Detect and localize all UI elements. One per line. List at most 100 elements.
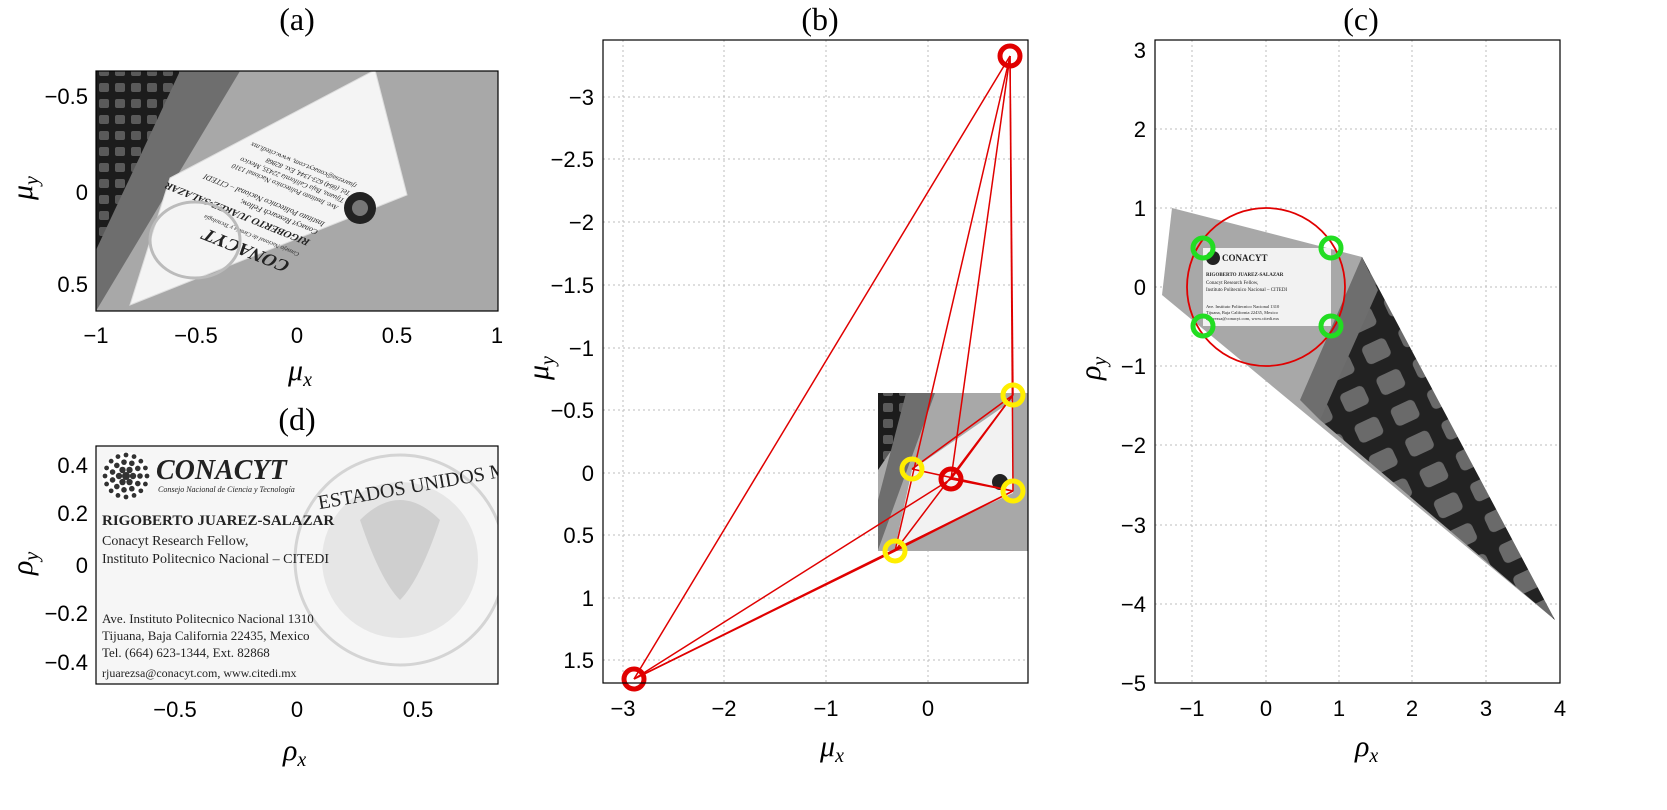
panel-a-ylabel: μy <box>6 176 43 201</box>
panel-a-xtick: −1 <box>83 323 108 348</box>
panel-c-green-marker <box>1318 235 1344 261</box>
logo-dot <box>138 488 144 494</box>
panel-c-green-marker <box>1190 235 1216 261</box>
panel-b-red-markers <box>621 43 1023 692</box>
panel-b-yellow-marker <box>882 538 908 564</box>
panel-a-image: CONACYT Consejo Nacional de Ciencia y Te… <box>96 71 498 311</box>
panel-b-line <box>950 55 1011 480</box>
panel-c-green-marker <box>1318 313 1344 339</box>
panel-d-ytick: −0.2 <box>45 601 88 626</box>
panel-b-yellow-marker <box>1000 382 1026 408</box>
panel-c-ylabel: ρy <box>1074 357 1111 381</box>
logo-dot <box>131 493 137 498</box>
logo-dot <box>121 459 127 465</box>
panel-b-ytick: −0.5 <box>551 398 594 423</box>
panel-c-ytick: 2 <box>1134 117 1146 142</box>
panel-d-xtick: 0.5 <box>403 697 434 722</box>
panel-c-xtick: 3 <box>1480 696 1492 721</box>
panel-b-line <box>894 490 1014 552</box>
panel-d-card-web: rjuarezsa@conacyt.com, www.citedi.mx <box>102 666 297 680</box>
panel-d-ytick: 0.2 <box>57 501 88 526</box>
panel-a-xtick: 0.5 <box>382 323 413 348</box>
logo-dot <box>102 473 108 479</box>
panel-d-ylabel: ρy <box>6 552 43 576</box>
logo-dot <box>119 466 126 474</box>
panel-b-red-marker <box>997 43 1023 69</box>
panel-a-ytick: −0.5 <box>45 84 88 109</box>
panel-d-card-org: CONACYT <box>156 455 289 486</box>
panel-c-xtick: 4 <box>1554 696 1566 721</box>
logo-dot <box>134 480 141 487</box>
logo-dot <box>123 452 129 458</box>
logo-dot <box>137 473 143 479</box>
panel-b-ytick: 1 <box>582 586 594 611</box>
logo-dot <box>126 466 133 474</box>
logo-dot <box>143 465 148 471</box>
panel-c-xlabel: ρx <box>1354 730 1378 767</box>
logo-dot <box>123 494 129 500</box>
panel-c-card-org: CONACYT <box>1222 253 1268 263</box>
panel-c-axes: −1 0 1 2 3 4 3 2 1 0 −1 −2 −3 −4 −5 <box>1121 38 1566 721</box>
panel-d-card-name: RIGOBERTO JUAREZ-SALAZAR <box>102 513 334 529</box>
panel-c: (c) CONACYT RIGOBERTO JUAREZ-SALAZAR Con… <box>1074 1 1566 767</box>
panel-c-image: CONACYT RIGOBERTO JUAREZ-SALAZAR Conacyt… <box>1162 208 1555 620</box>
panel-a-ytick: 0 <box>76 180 88 205</box>
panel-c-card-line1: Conacyt Research Fellow, <box>1206 281 1258 286</box>
logo-dot <box>104 481 109 487</box>
panel-d-xtick: 0 <box>291 697 303 722</box>
panel-b-ytick: −2 <box>569 210 594 235</box>
panel-b-xtick: −1 <box>813 696 838 721</box>
panel-c-xtick: 0 <box>1260 696 1272 721</box>
panel-b-lines <box>633 55 1014 680</box>
panel-b-yellow-marker <box>1000 478 1026 504</box>
panel-b-line <box>633 478 952 680</box>
panel-b: (b) <box>522 1 1029 767</box>
panel-d-card-line1: Conacyt Research Fellow, <box>102 534 248 549</box>
panel-d-seal-icon <box>293 453 498 667</box>
panel-d-card-line2: Instituto Politecnico Nacional – CITEDI <box>102 552 329 567</box>
panel-c-ytick: 0 <box>1134 275 1146 300</box>
panel-c-card-web: rjuarezsa@conacyt.com, www.citedi.mx <box>1206 316 1280 322</box>
panel-c-card-name: RIGOBERTO JUAREZ-SALAZAR <box>1206 273 1284 278</box>
panel-b-axes: −3 −2 −1 0 −3 −2.5 −2 −1.5 −1 −0.5 0 0.5… <box>551 85 935 721</box>
panel-b-line <box>911 394 1014 470</box>
logo-dot <box>129 472 137 480</box>
logo-dot <box>109 469 116 475</box>
panel-a-xtick: 0 <box>291 323 303 348</box>
logo-dot <box>104 465 109 471</box>
logo-dot <box>108 488 114 494</box>
panel-c-card-addr1: Ave. Instituto Politecnico Nacional 1310 <box>1206 304 1280 309</box>
panel-d-image: ESTADOS UNIDOS MEXICANOS CONACYT Consejo… <box>96 446 498 684</box>
panel-b-xtick: −2 <box>711 696 736 721</box>
panel-c-card-addr2: Tijuana, Baja California 22435, Mexico <box>1206 310 1279 316</box>
panel-c-ytick: −1 <box>1121 354 1146 379</box>
panel-b-ytick: −2.5 <box>551 147 594 172</box>
panel-c-green-marker <box>1190 313 1216 339</box>
panel-b-ytick: 0 <box>582 461 594 486</box>
panel-c-green-markers <box>1190 235 1344 339</box>
panel-c-title: (c) <box>1343 1 1379 37</box>
panel-b-red-marker <box>621 666 647 692</box>
panel-d-xtick: −0.5 <box>153 697 196 722</box>
logo-dot <box>129 485 135 492</box>
logo-dot <box>134 465 141 472</box>
panel-a-ytick: 0.5 <box>57 272 88 297</box>
panel-b-ytick: 1.5 <box>563 648 594 673</box>
logo-dot <box>114 462 120 469</box>
logo-dot <box>121 487 127 493</box>
panel-d-conacyt-logo-icon <box>102 452 150 500</box>
panel-b-line <box>894 55 1011 552</box>
panel-b-title: (b) <box>801 1 838 37</box>
panel-b-line <box>950 394 1014 480</box>
panel-a: (a) CONACYT Consejo Nacional de Ciencia … <box>6 1 503 391</box>
panel-c-xtick: 2 <box>1406 696 1418 721</box>
panel-d-title: (d) <box>278 401 315 437</box>
panel-a-xtick: −0.5 <box>174 323 217 348</box>
logo-dot <box>115 454 121 459</box>
logo-dot <box>131 454 137 459</box>
panel-b-yellow-markers <box>882 382 1026 564</box>
panel-a-xtick: 1 <box>491 323 503 348</box>
panel-d-card-org-sub: Consejo Nacional de Ciencia y Tecnología <box>158 485 295 494</box>
logo-dot <box>109 477 116 483</box>
panel-b-xtick: −3 <box>610 696 635 721</box>
